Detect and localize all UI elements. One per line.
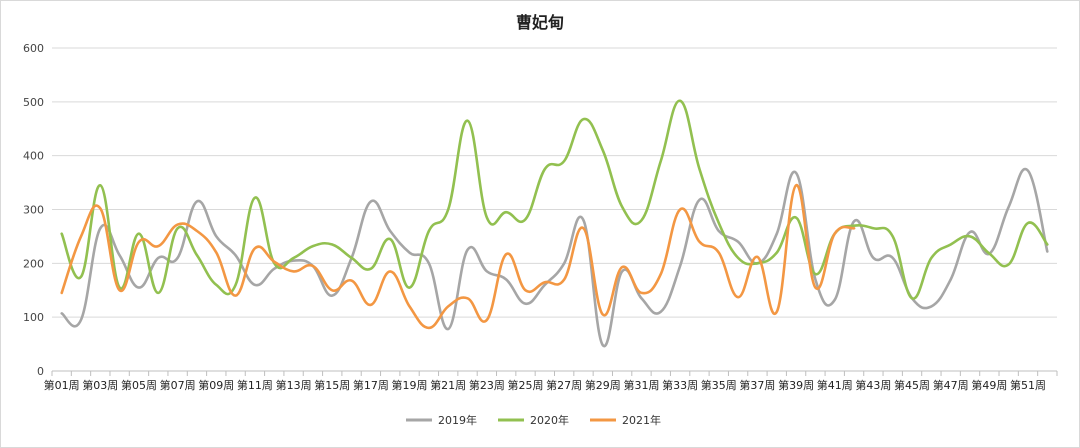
legend-label: 2021年 [622, 413, 661, 427]
chart-title: 曹妃甸 [516, 13, 564, 32]
x-tick-label: 第25周 [508, 378, 544, 392]
x-tick-label: 第49周 [971, 378, 1007, 392]
x-tick-label: 第03周 [82, 378, 118, 392]
x-tick-label: 第09周 [198, 378, 234, 392]
y-tick-label: 600 [23, 42, 44, 55]
x-tick-label: 第35周 [701, 378, 737, 392]
x-tick-label: 第33周 [662, 378, 698, 392]
x-tick-label: 第07周 [160, 378, 196, 392]
x-tick-label: 第21周 [430, 378, 466, 392]
x-tick-label: 第51周 [1010, 378, 1046, 392]
x-tick-label: 第15周 [314, 378, 350, 392]
x-tick-label: 第39周 [778, 378, 814, 392]
x-tick-label: 第43周 [855, 378, 891, 392]
y-axis: 0 100 200 300 400 500 600 [23, 42, 44, 378]
x-tick-label: 第19周 [392, 378, 428, 392]
x-tick-label: 第31周 [623, 378, 659, 392]
gridlines [52, 47, 1057, 372]
y-tick-label: 300 [23, 204, 44, 217]
x-tick-label: 第13周 [276, 378, 312, 392]
x-tick-label: 第45周 [894, 378, 930, 392]
y-tick-label: 200 [23, 257, 44, 270]
y-tick-label: 0 [37, 365, 44, 378]
series-line-0 [60, 167, 1049, 348]
x-tick-label: 第01周 [44, 378, 80, 392]
x-tick-label: 第29周 [585, 378, 621, 392]
legend-label: 2020年 [530, 413, 569, 427]
legend-label: 2019年 [438, 413, 477, 427]
x-tick-label: 第23周 [469, 378, 505, 392]
series-line-2 [60, 183, 856, 330]
x-tick-label: 第17周 [353, 378, 389, 392]
x-tick-label: 第27周 [546, 378, 582, 392]
y-tick-label: 100 [23, 311, 44, 324]
series-line-1 [60, 99, 1049, 300]
x-tick-label: 第41周 [817, 378, 853, 392]
x-tick-label: 第11周 [237, 378, 273, 392]
series-lines [60, 99, 1049, 348]
x-tick-label: 第05周 [121, 378, 157, 392]
x-axis: 第01周 第03周 第05周 第07周 第09周 第11周 第13周 第15周 第17周 第19周… [44, 370, 1058, 392]
legend: 2019年 2020年 2021年 [406, 413, 661, 427]
y-tick-label: 400 [23, 150, 44, 163]
x-tick-label: 第37周 [739, 378, 775, 392]
x-tick-label: 第47周 [933, 378, 969, 392]
y-tick-label: 500 [23, 96, 44, 109]
